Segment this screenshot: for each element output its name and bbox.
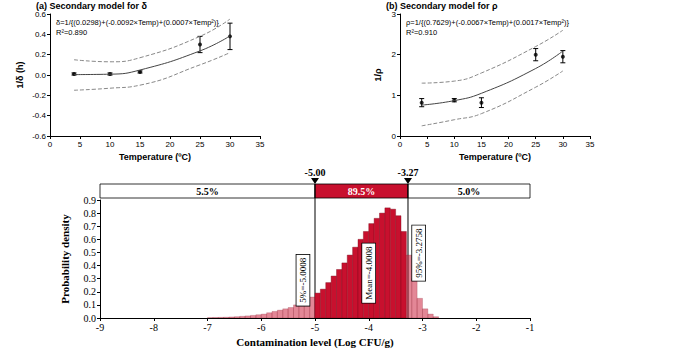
svg-text:(a) Secondary model for δ: (a) Secondary model for δ	[36, 1, 148, 11]
svg-text:R²=0.910: R²=0.910	[406, 28, 437, 37]
svg-text:35: 35	[586, 140, 595, 149]
svg-text:-0.6: -0.6	[32, 132, 46, 141]
svg-text:0.7: 0.7	[84, 221, 97, 232]
svg-text:-9: -9	[96, 322, 104, 333]
svg-text:-3.27: -3.27	[398, 167, 419, 178]
svg-text:δ=1/{(0.0298)+(-0.0092×Temp)+(: δ=1/{(0.0298)+(-0.0092×Temp)+(0.0007×Tem…	[56, 18, 219, 27]
svg-text:0.9: 0.9	[84, 195, 97, 206]
svg-text:30: 30	[226, 140, 235, 149]
svg-text:-5.00: -5.00	[305, 167, 326, 178]
svg-text:0: 0	[398, 140, 403, 149]
svg-text:25: 25	[531, 140, 540, 149]
svg-text:0.6: 0.6	[35, 10, 47, 19]
svg-text:-1: -1	[526, 322, 534, 333]
svg-text:(b) Secondary model for ρ: (b) Secondary model for ρ	[386, 1, 498, 11]
svg-text:0.2: 0.2	[84, 286, 97, 297]
svg-text:5%=-5.0008: 5%=-5.0008	[298, 257, 308, 302]
svg-text:0.0: 0.0	[84, 313, 97, 324]
svg-text:20: 20	[166, 140, 175, 149]
svg-text:2: 2	[392, 50, 397, 59]
svg-text:-3: -3	[418, 322, 426, 333]
svg-text:10: 10	[106, 140, 115, 149]
svg-text:5: 5	[78, 140, 83, 149]
svg-text:0.8: 0.8	[84, 208, 97, 219]
svg-text:-0.2: -0.2	[32, 91, 46, 100]
svg-text:10: 10	[450, 140, 459, 149]
svg-text:15: 15	[136, 140, 145, 149]
svg-text:-4: -4	[365, 322, 373, 333]
svg-text:35: 35	[256, 140, 265, 149]
svg-text:3: 3	[392, 10, 397, 19]
svg-text:Contamination level (Log CFU/g: Contamination level (Log CFU/g)	[236, 336, 394, 349]
svg-text:0.4: 0.4	[84, 260, 97, 271]
svg-text:0.3: 0.3	[84, 273, 97, 284]
svg-text:0.4: 0.4	[35, 30, 47, 39]
svg-text:1/ρ: 1/ρ	[373, 68, 383, 82]
svg-text:-8: -8	[150, 322, 158, 333]
svg-text:5: 5	[425, 140, 430, 149]
svg-text:ρ=1/{(0.7629)+(-0.0067×Temp)+(: ρ=1/{(0.7629)+(-0.0067×Temp)+(0.0017×Tem…	[406, 18, 569, 27]
svg-text:0.0: 0.0	[35, 71, 47, 80]
svg-text:0.1: 0.1	[84, 299, 97, 310]
svg-text:-2: -2	[472, 322, 480, 333]
svg-text:Temperature (ºC): Temperature (ºC)	[459, 152, 531, 162]
svg-text:95%=-3.2758: 95%=-3.2758	[414, 228, 424, 278]
svg-text:0: 0	[392, 132, 397, 141]
svg-text:20: 20	[504, 140, 513, 149]
svg-text:0: 0	[48, 140, 53, 149]
svg-text:5.0%: 5.0%	[458, 186, 481, 197]
svg-text:1: 1	[392, 91, 397, 100]
svg-text:30: 30	[558, 140, 567, 149]
svg-text:0.6: 0.6	[84, 234, 97, 245]
svg-text:1/δ (h): 1/δ (h)	[15, 62, 25, 89]
svg-text:R²=0.890: R²=0.890	[56, 28, 87, 37]
svg-text:Temperature (ºC): Temperature (ºC)	[119, 152, 191, 162]
svg-text:Probability density: Probability density	[59, 214, 71, 304]
svg-text:-0.4: -0.4	[32, 111, 46, 120]
svg-text:-5: -5	[311, 322, 319, 333]
svg-text:0.5: 0.5	[84, 247, 97, 258]
svg-text:15: 15	[477, 140, 486, 149]
svg-text:-6: -6	[257, 322, 265, 333]
svg-text:0.2: 0.2	[35, 50, 47, 59]
svg-text:5.5%: 5.5%	[196, 186, 219, 197]
svg-text:Mean=-4.0008: Mean=-4.0008	[364, 246, 374, 300]
svg-text:89.5%: 89.5%	[348, 186, 376, 197]
svg-text:25: 25	[196, 140, 205, 149]
svg-text:-7: -7	[203, 322, 211, 333]
